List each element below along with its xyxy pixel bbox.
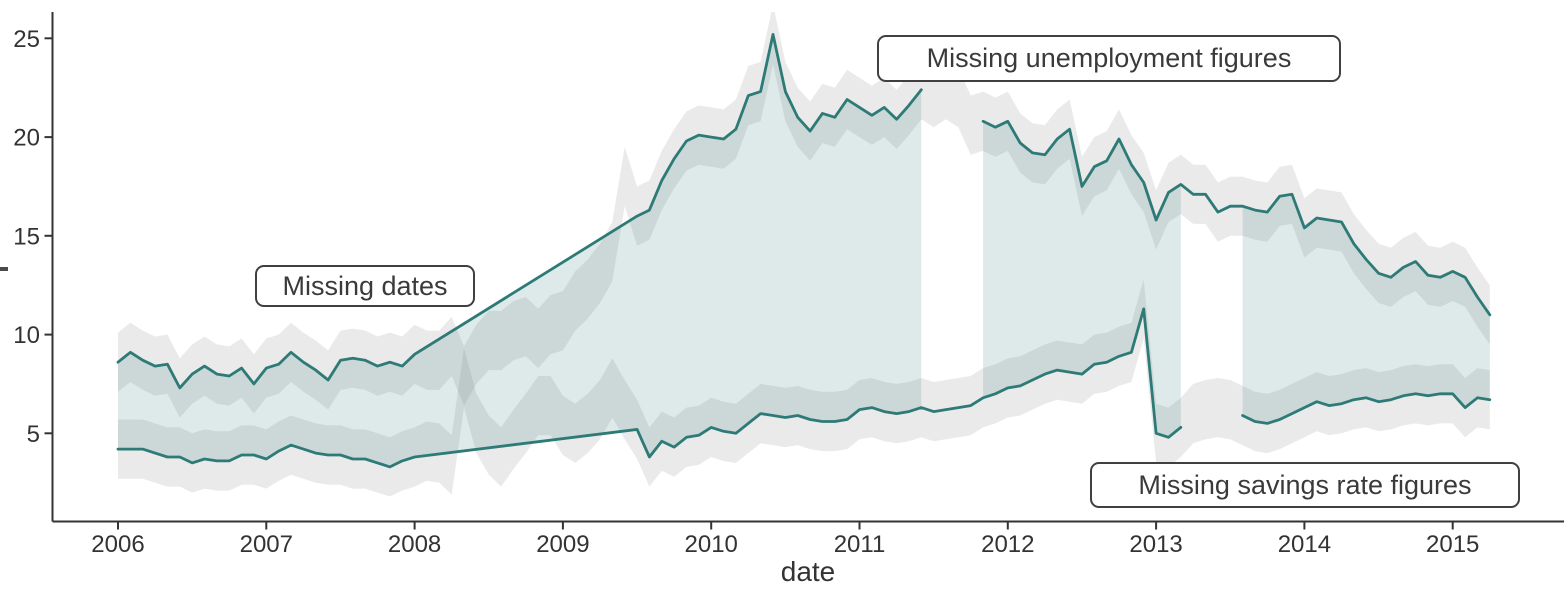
x-tick-label: 2009 [536, 531, 589, 558]
plot-area [116, 12, 1492, 497]
axes: 2006 2007 2008 2009 2010 2011 2012 2013 2014 2015… [0, 12, 1564, 558]
savings-rate-line [1241, 392, 1492, 425]
annotation-missing-savings-label: Missing savings rate figures [1138, 469, 1472, 500]
x-tick-label: 2015 [1426, 531, 1479, 558]
x-tick-label: 2011 [834, 531, 886, 558]
y-tick-label: 25 [13, 26, 40, 53]
x-tick-label: 2012 [981, 531, 1034, 558]
between-lines-fill [1242, 194, 1490, 424]
y-tick-label: 15 [13, 223, 40, 250]
annotation-missing-dates-label: Missing dates [282, 270, 448, 301]
x-axis-title: date [780, 556, 836, 587]
x-tick-label: 2014 [1278, 531, 1331, 558]
y-tick-label: 5 [27, 421, 40, 448]
savings-rate-line [116, 307, 1183, 469]
x-tick-label: 2006 [91, 531, 144, 558]
annotation-missing-unemployment-label: Missing unemployment figures [926, 43, 1292, 73]
y-tick-label: 10 [13, 322, 40, 349]
annotation-missing-savings: Missing savings rate figures [1090, 462, 1520, 508]
annotation-missing-unemployment: Missing unemployment figures [877, 35, 1341, 82]
y-tick-label: 20 [13, 125, 40, 152]
x-tick-label: 2008 [388, 531, 441, 558]
annotation-missing-dates: Missing dates [255, 265, 475, 307]
between-lines-fill [983, 121, 1181, 438]
unemployment-true-ribbon [118, 12, 1490, 418]
unemployment-line [116, 33, 923, 390]
x-tick-label: 2010 [685, 531, 738, 558]
unemployment-line [981, 119, 1492, 317]
x-tick-label: 2013 [1129, 531, 1182, 558]
x-tick-label: 2007 [240, 531, 293, 558]
clipped-y-axis-title [0, 267, 8, 271]
between-lines-fill [118, 34, 922, 467]
